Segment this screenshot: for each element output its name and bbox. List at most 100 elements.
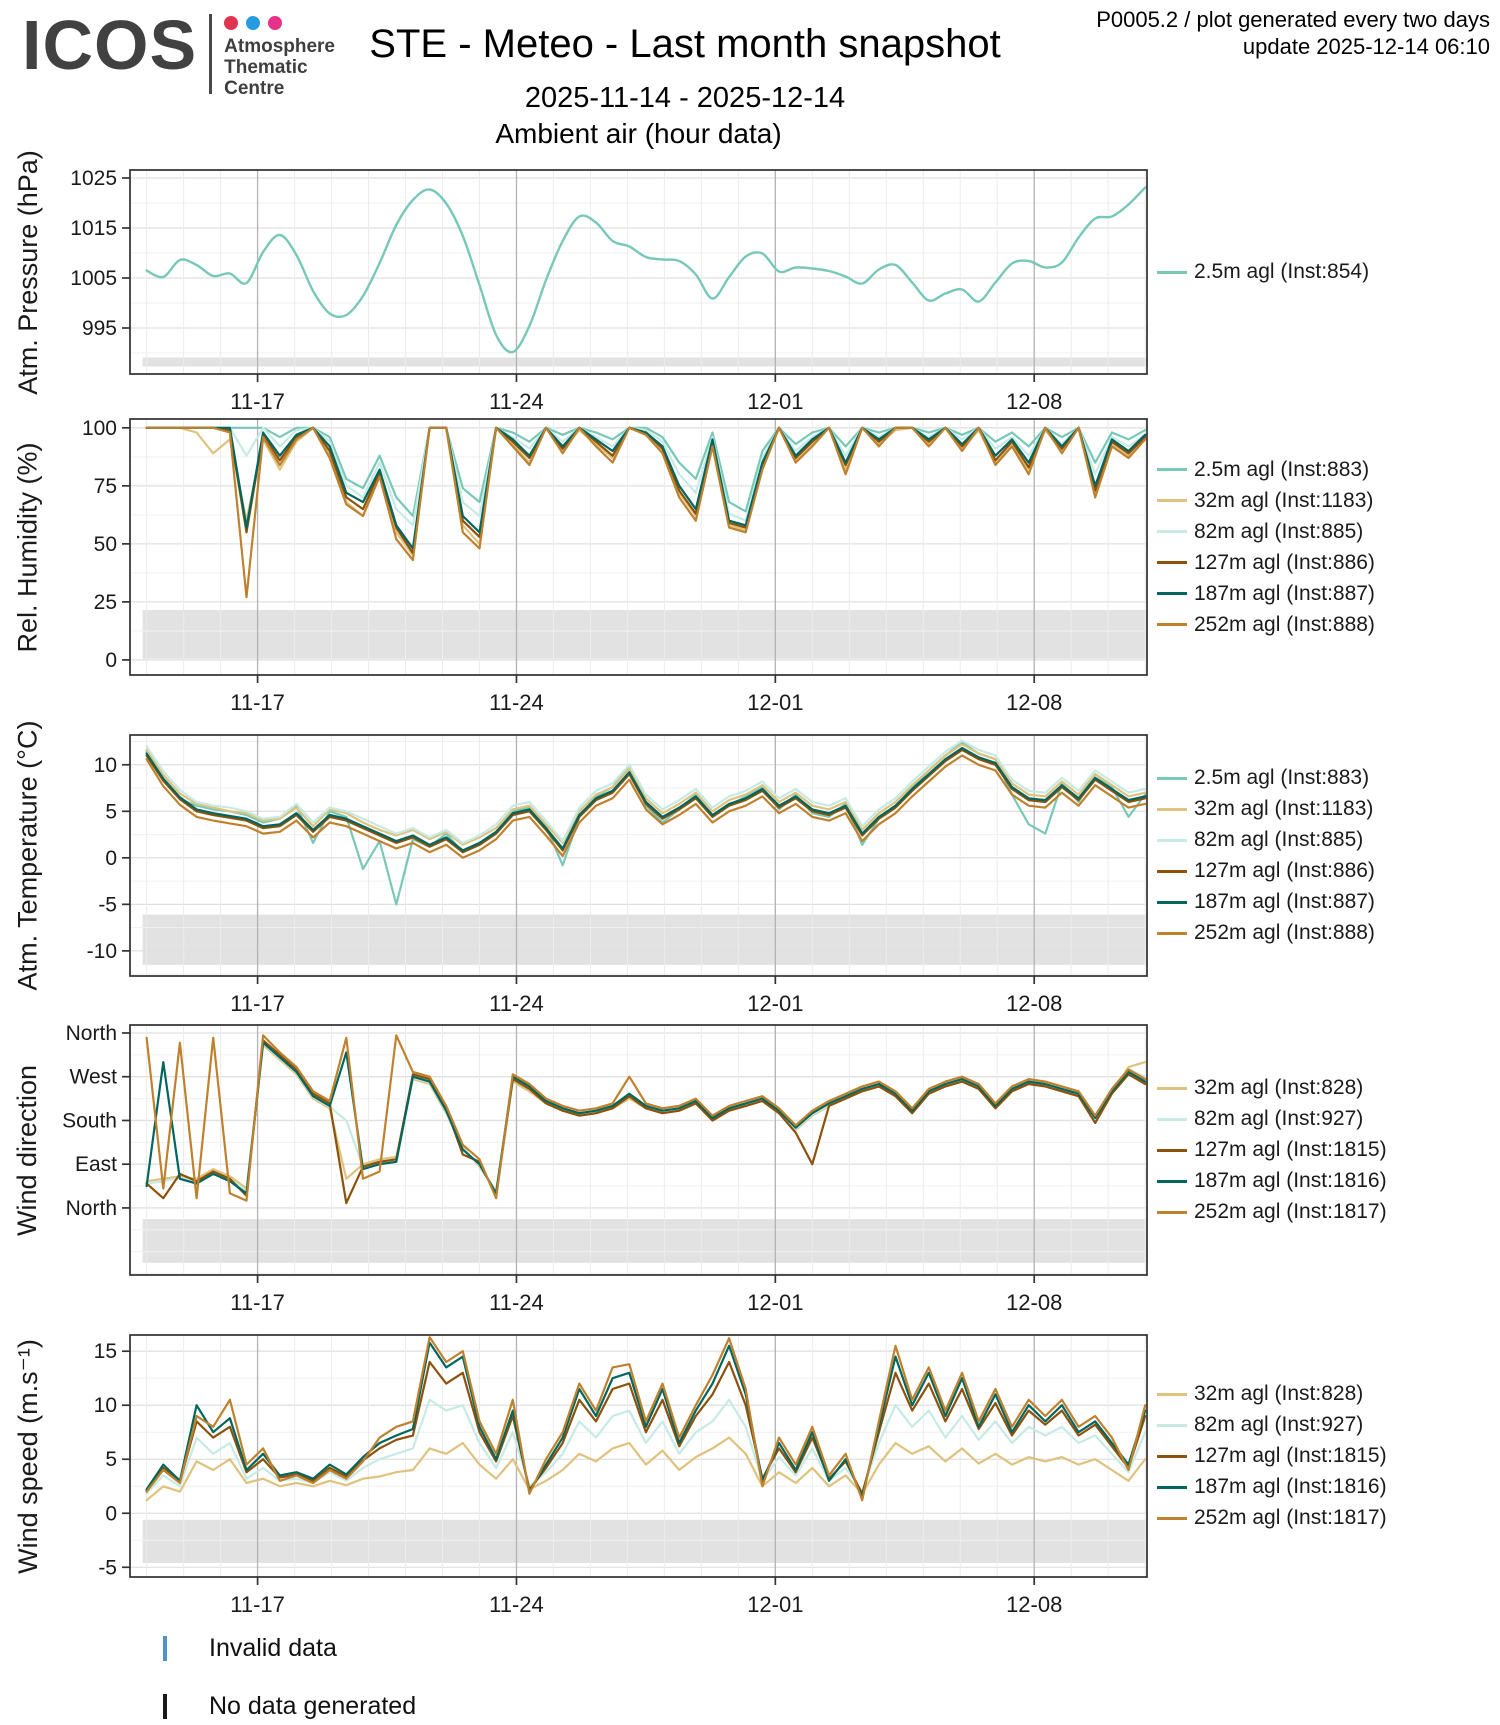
svg-text:0: 0 <box>105 1502 117 1525</box>
svg-text:-5: -5 <box>98 1556 117 1579</box>
wind-speed-plot: -5 0 5 10 15 11-17 11-24 12-01 12-08 <box>50 1331 1165 1628</box>
svg-text:1025: 1025 <box>70 167 117 190</box>
svg-text:15: 15 <box>94 1340 117 1363</box>
legend-label: 127m agl (Inst:1815) <box>1194 1444 1387 1467</box>
date-range: 2025-11-14 - 2025-12-14 <box>524 82 846 114</box>
svg-text:10: 10 <box>94 1394 117 1417</box>
legend-line-icon <box>1157 1392 1187 1396</box>
svg-text:East: East <box>75 1153 117 1176</box>
legend-label: 32m agl (Inst:1183) <box>1194 797 1374 820</box>
svg-text:12-01: 12-01 <box>747 1592 803 1617</box>
legend-label: 2.5m agl (Inst:883) <box>1194 457 1370 481</box>
legend-label: 32m agl (Inst:828) <box>1194 1382 1364 1405</box>
legend-label: 187m agl (Inst:887) <box>1194 581 1375 605</box>
legend-line-icon <box>1157 1516 1187 1520</box>
legend-line-icon <box>1157 623 1187 626</box>
legend-label: 252m agl (Inst:888) <box>1194 921 1375 944</box>
svg-text:11-24: 11-24 <box>489 991 544 1016</box>
legend-line-icon <box>1157 1454 1187 1458</box>
legend-label: 252m agl (Inst:1817) <box>1194 1200 1387 1223</box>
svg-text:South: South <box>62 1109 117 1132</box>
svg-text:12-08: 12-08 <box>1006 991 1062 1016</box>
legend-line-icon <box>1157 1086 1187 1090</box>
legend-label: 187m agl (Inst:1816) <box>1194 1475 1387 1498</box>
legend-line-icon <box>1157 1485 1187 1489</box>
svg-text:1015: 1015 <box>70 217 117 240</box>
wind-speed-legend: 32m agl (Inst:828) 82m agl (Inst:927) 127m… <box>1157 1379 1387 1534</box>
svg-text:12-01: 12-01 <box>747 389 803 414</box>
legend-line-icon <box>1157 838 1187 842</box>
legend-line-icon <box>1157 530 1187 533</box>
plot-title: Ambient air (hour data) <box>495 118 782 149</box>
svg-text:12-08: 12-08 <box>1006 1290 1062 1315</box>
legend-line-icon <box>1157 931 1187 935</box>
humidity-plot: 0 25 50 75 100 11-17 11-24 12-01 12-08 <box>50 415 1165 726</box>
logo-subtitle-line1: Atmosphere <box>224 36 335 57</box>
legend-item: 187m agl (Inst:887) <box>1157 578 1375 609</box>
humidity-axis-label: Rel. Humidity (%) <box>12 441 43 653</box>
legend-label: 187m agl (Inst:887) <box>1194 890 1375 913</box>
pressure-axis-label: Atm. Pressure (hPa) <box>12 149 43 395</box>
svg-text:11-24: 11-24 <box>489 1290 544 1315</box>
generation-info-line2: update 2025-12-14 06:10 <box>1242 34 1490 59</box>
svg-text:12-08: 12-08 <box>1006 690 1062 715</box>
legend-item: 127m agl (Inst:886) <box>1157 547 1375 578</box>
svg-text:10: 10 <box>94 754 117 777</box>
icos-logo-text: ICOS <box>22 6 198 84</box>
legend-item: 82m agl (Inst:885) <box>1157 516 1375 547</box>
invalid-data-label: Invalid data <box>209 1634 337 1662</box>
svg-text:11-24: 11-24 <box>489 1592 544 1617</box>
svg-text:11-17: 11-17 <box>230 389 285 414</box>
legend-line-icon <box>1157 1117 1187 1121</box>
legend-item: 187m agl (Inst:887) <box>1157 887 1375 918</box>
legend-line-icon <box>1157 468 1187 471</box>
svg-text:11-17: 11-17 <box>230 1290 285 1315</box>
svg-text:0: 0 <box>105 649 117 672</box>
legend-label: 32m agl (Inst:1183) <box>1194 488 1374 512</box>
legend-item: 82m agl (Inst:927) <box>1157 1104 1387 1135</box>
legend-label: 252m agl (Inst:1817) <box>1194 1506 1387 1529</box>
svg-text:-10: -10 <box>87 940 117 963</box>
svg-text:12-01: 12-01 <box>747 690 803 715</box>
logo-dot-blue-icon <box>246 16 261 30</box>
legend-label: 82m agl (Inst:885) <box>1194 828 1364 851</box>
legend-line-icon <box>1157 270 1187 274</box>
wind-direction-plot: North East South West North 11-17 11-24 12-01 12… <box>50 1021 1165 1326</box>
no-data-tick-icon <box>163 1694 167 1719</box>
svg-text:12-01: 12-01 <box>747 1290 803 1315</box>
svg-text:12-08: 12-08 <box>1006 389 1062 414</box>
svg-text:0: 0 <box>105 847 117 870</box>
legend-item: 252m agl (Inst:888) <box>1157 609 1375 640</box>
legend-line-icon <box>1157 1148 1187 1152</box>
legend-item: 127m agl (Inst:886) <box>1157 856 1375 887</box>
svg-text:5: 5 <box>105 800 117 823</box>
legend-line-icon <box>1157 1210 1187 1214</box>
wind-direction-legend: 32m agl (Inst:828) 82m agl (Inst:927) 127m… <box>1157 1073 1387 1228</box>
legend-label: 252m agl (Inst:888) <box>1194 612 1375 636</box>
icos-logo: ICOS Atmosphere Thematic Centre <box>22 10 335 99</box>
legend-label: 82m agl (Inst:927) <box>1194 1413 1364 1436</box>
legend-label: 187m agl (Inst:1816) <box>1194 1169 1387 1192</box>
svg-text:11-24: 11-24 <box>489 690 544 715</box>
svg-text:11-17: 11-17 <box>230 1592 285 1617</box>
svg-text:11-24: 11-24 <box>489 389 544 414</box>
legend-line-icon <box>1157 776 1187 780</box>
svg-text:12-08: 12-08 <box>1006 1592 1062 1617</box>
svg-text:11-17: 11-17 <box>230 991 285 1016</box>
legend-line-icon <box>1157 869 1187 873</box>
temperature-legend: 2.5m agl (Inst:883) 32m agl (Inst:1183) 82… <box>1157 763 1375 949</box>
legend-item: 127m agl (Inst:1815) <box>1157 1135 1387 1166</box>
legend-line-icon <box>1157 900 1187 904</box>
humidity-legend: 2.5m agl (Inst:883) 32m agl (Inst:1183) 82… <box>1157 454 1375 640</box>
legend-line-icon <box>1157 499 1187 502</box>
legend-item: 32m agl (Inst:1183) <box>1157 794 1375 825</box>
legend-item: 127m agl (Inst:1815) <box>1157 1441 1387 1472</box>
svg-text:12-01: 12-01 <box>747 991 803 1016</box>
logo-subtitle-line2: Thematic <box>224 57 308 78</box>
legend-line-icon <box>1157 807 1187 811</box>
legend-label: 32m agl (Inst:828) <box>1194 1076 1364 1099</box>
no-data-legend: No data generated <box>163 1692 416 1721</box>
svg-text:11-17: 11-17 <box>230 690 285 715</box>
legend-label: 2.5m agl (Inst:854) <box>1194 260 1370 283</box>
legend-item: 2.5m agl (Inst:883) <box>1157 454 1375 485</box>
